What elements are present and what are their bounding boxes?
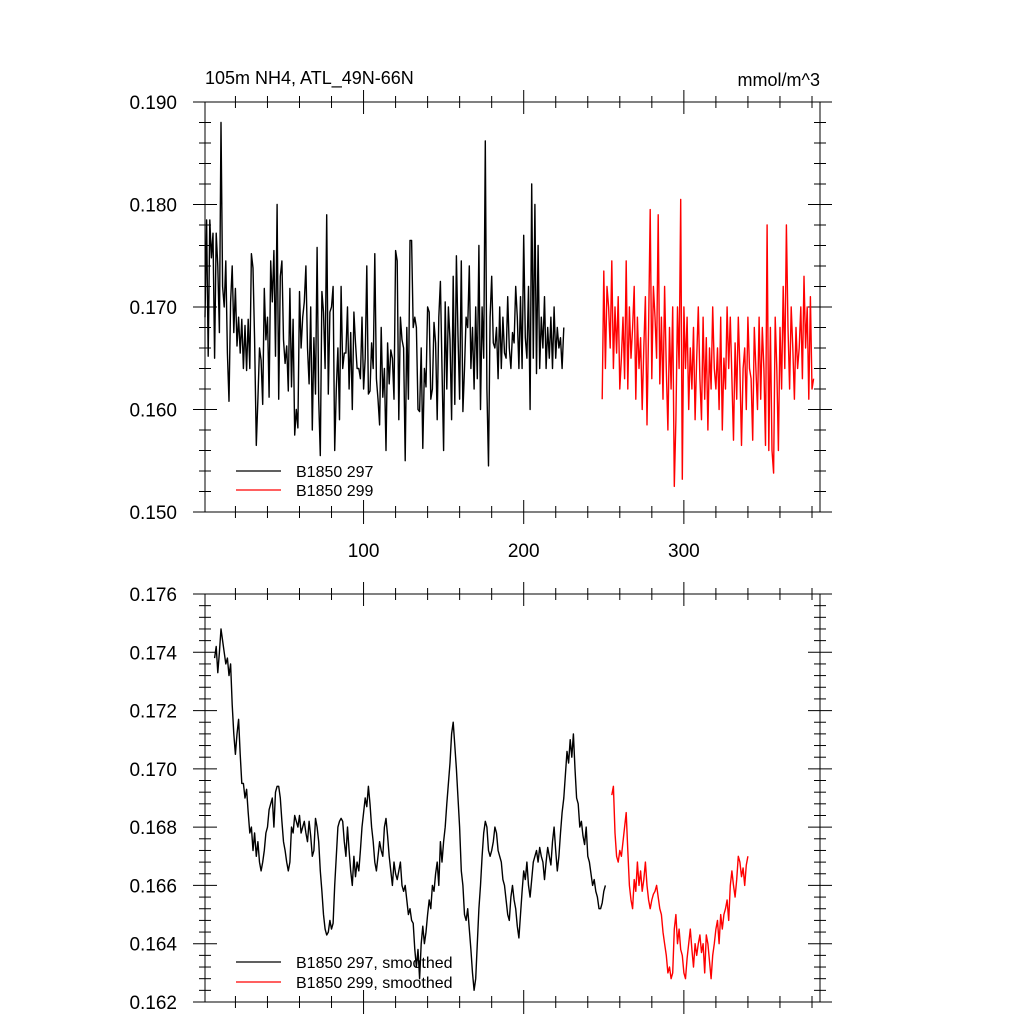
legend-label-297: B1850 297 bbox=[296, 464, 374, 481]
top-plot-frame bbox=[204, 101, 821, 513]
y-tick-label: 0.170 bbox=[129, 760, 177, 781]
top-legend: B1850 297 B1850 299 bbox=[236, 464, 374, 500]
y-tick-label: 0.160 bbox=[129, 401, 177, 422]
top-panel: 105m NH4, ATL_49N-66N mmol/m^3 0.150 0.16… bbox=[129, 68, 832, 562]
bottom-legend: B1850 297, smoothed B1850 299, smoothed bbox=[236, 955, 453, 992]
legend-label-299-smoothed: B1850 299, smoothed bbox=[296, 975, 453, 992]
y-tick-label: 0.164 bbox=[129, 935, 177, 956]
y-tick-label: 0.172 bbox=[129, 702, 177, 723]
y-tick-label: 0.168 bbox=[129, 818, 177, 839]
bottom-panel-series bbox=[213, 628, 749, 991]
series-line-b1850-299 bbox=[601, 198, 815, 488]
x-tick-label: 100 bbox=[348, 541, 380, 562]
x-tick-label: 300 bbox=[668, 541, 700, 562]
y-tick-label: 0.162 bbox=[129, 993, 177, 1014]
y-tick-label: 0.190 bbox=[129, 93, 177, 114]
bottom-plot-frame bbox=[204, 593, 821, 1003]
y-tick-label: 0.166 bbox=[129, 876, 177, 897]
units-label: mmol/m^3 bbox=[738, 70, 820, 90]
bottom-panel: 0.162 0.164 0.166 0.168 0.170 0.172 0.174 0.176… bbox=[129, 582, 832, 1014]
chart-title: 105m NH4, ATL_49N-66N bbox=[205, 68, 414, 89]
top-panel-series bbox=[204, 121, 815, 488]
series-line-b1850-297 bbox=[204, 121, 565, 467]
x-tick-label: 200 bbox=[508, 541, 540, 562]
y-tick-label: 0.180 bbox=[129, 196, 177, 217]
y-tick-label: 0.174 bbox=[129, 643, 177, 664]
series-line-b1850-297-smoothed bbox=[213, 628, 607, 991]
y-tick-label: 0.170 bbox=[129, 298, 177, 319]
y-tick-label: 0.150 bbox=[129, 503, 177, 524]
series-line-b1850-299-smoothed bbox=[611, 785, 749, 980]
y-tick-label: 0.176 bbox=[129, 585, 177, 606]
bottom-panel-ticks: 0.162 0.164 0.166 0.168 0.170 0.172 0.174 0.176 bbox=[129, 582, 832, 1014]
legend-label-297-smoothed: B1850 297, smoothed bbox=[296, 955, 453, 972]
legend-label-299: B1850 299 bbox=[296, 483, 374, 500]
